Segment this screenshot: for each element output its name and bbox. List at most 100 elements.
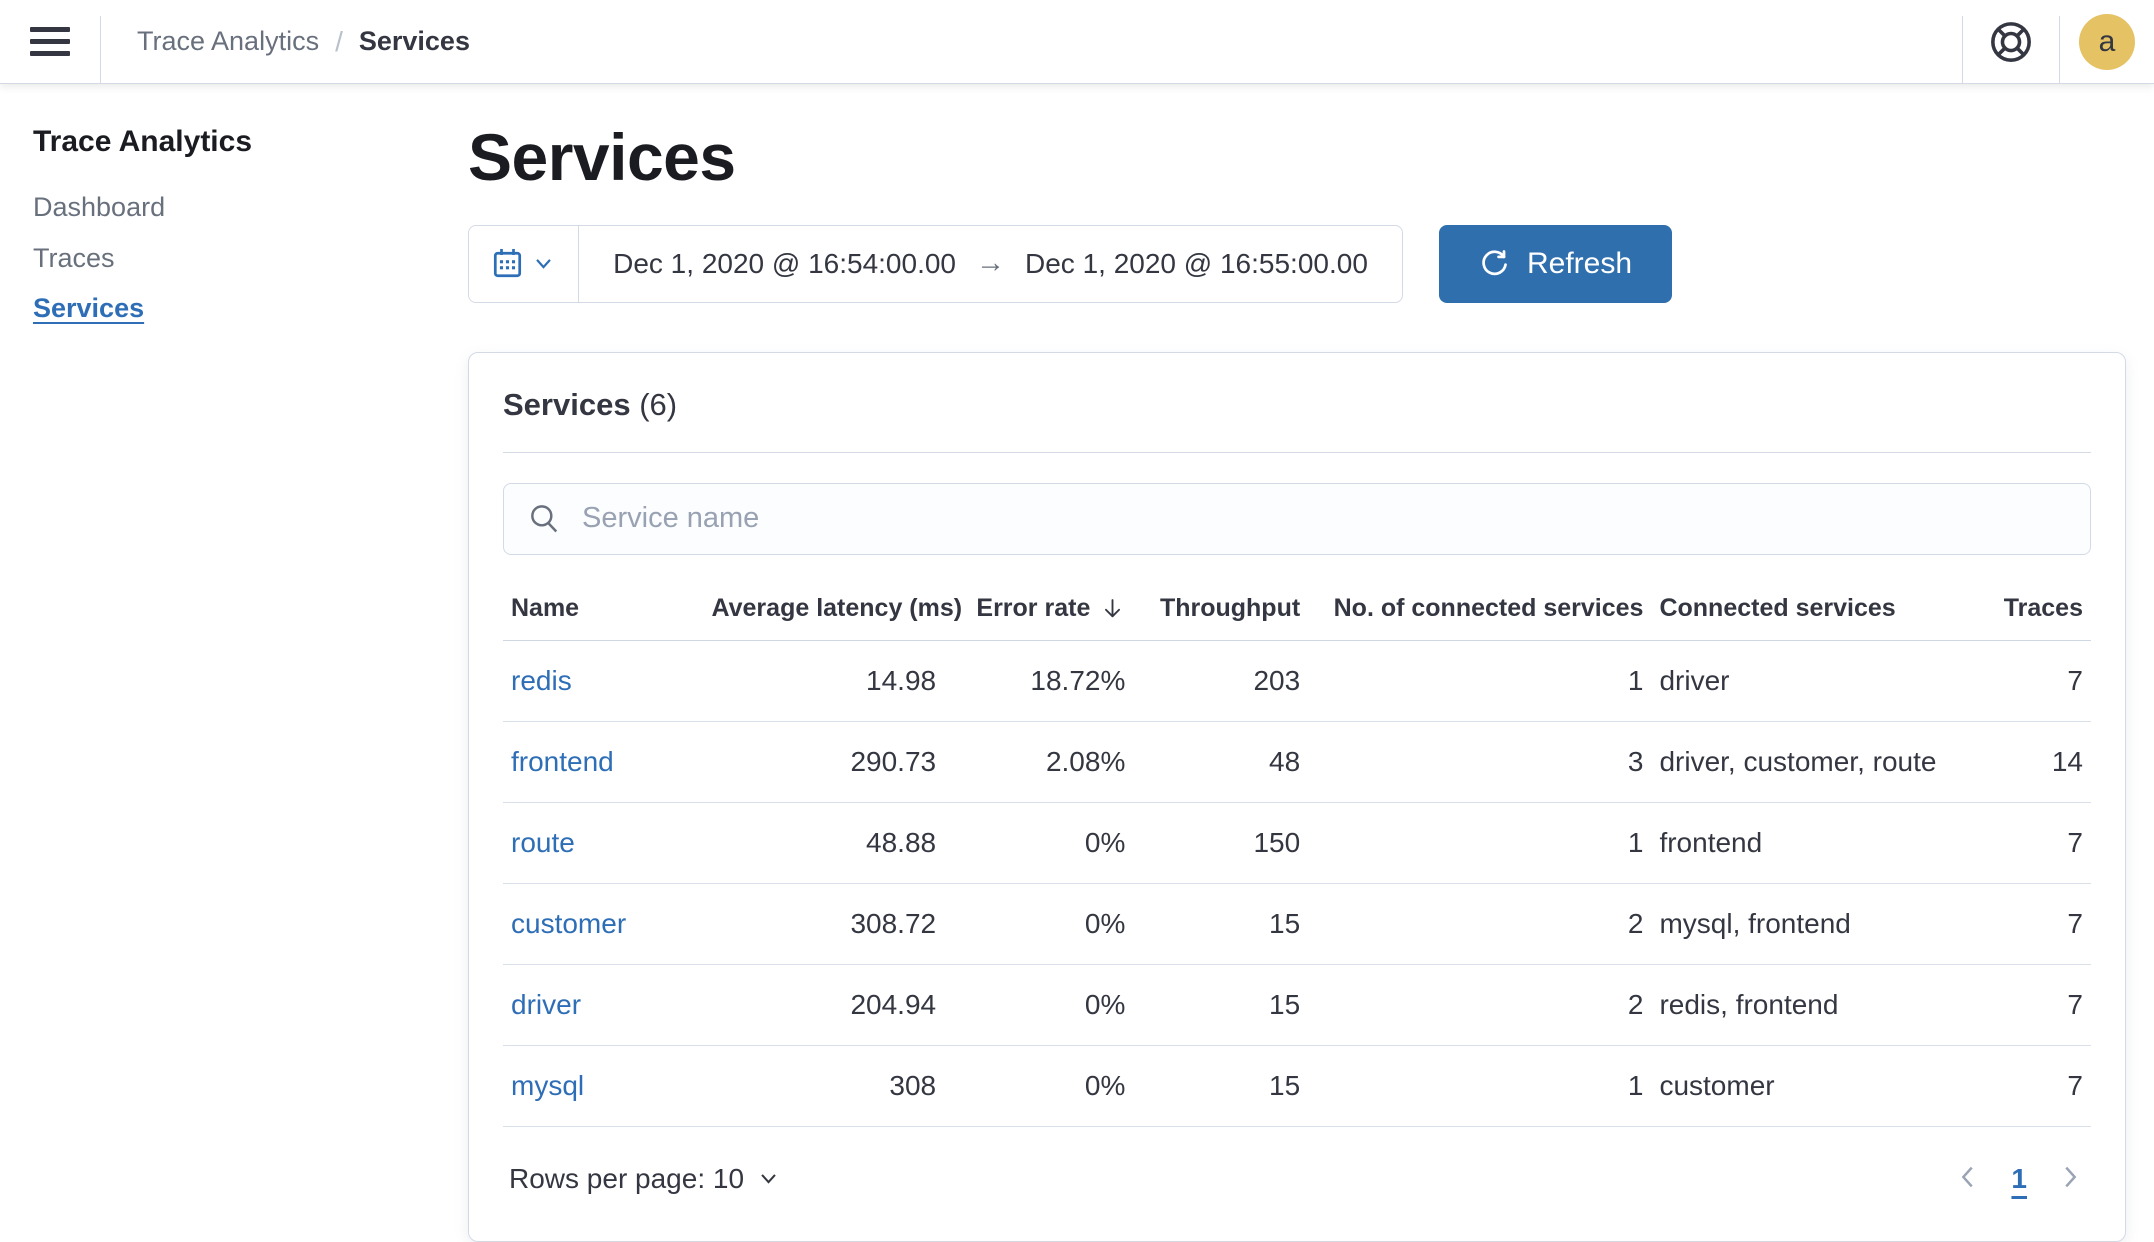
throughput-cell: 150 (1133, 802, 1309, 884)
refresh-label: Refresh (1527, 246, 1633, 280)
connected-services-cell: customer (1651, 1045, 1979, 1127)
traces-cell: 7 (1978, 883, 2091, 965)
connected-services-cell: driver (1651, 640, 1979, 722)
top-navigation-bar: Trace Analytics / Services a (0, 0, 2154, 84)
error-rate-cell: 2.08% (944, 721, 1134, 803)
traces-cell: 14 (1978, 721, 2091, 803)
num-connected-cell: 2 (1308, 964, 1652, 1046)
side-navigation: Trace Analytics Dashboard Traces Service… (0, 84, 468, 1232)
previous-page-button[interactable] (1953, 1162, 1983, 1195)
rows-per-page-button[interactable]: Rows per page: 10 (509, 1163, 780, 1195)
column-header-error-rate[interactable]: Error rate (944, 567, 1134, 641)
services-panel: Services (6) Name Average latency (ms) (468, 351, 2126, 1242)
hamburger-icon (30, 27, 70, 32)
throughput-cell: 15 (1133, 883, 1309, 965)
service-link[interactable]: customer (511, 907, 627, 939)
page-title: Services (468, 120, 736, 194)
chevron-down-icon (536, 259, 551, 270)
error-rate-cell: 0% (944, 964, 1134, 1046)
service-search (503, 482, 2091, 555)
pagination: 1 (1953, 1162, 2085, 1195)
connected-services-cell: redis, frontend (1651, 964, 1979, 1046)
avg-latency-cell: 48.88 (703, 802, 945, 884)
chevron-right-icon (2065, 1167, 2077, 1188)
error-rate-cell: 18.72% (944, 640, 1134, 722)
avg-latency-cell: 308.72 (703, 883, 945, 965)
panel-title: Services (6) (503, 387, 2091, 423)
menu-button[interactable] (0, 0, 100, 83)
service-link[interactable]: mysql (511, 1069, 585, 1101)
service-link[interactable]: route (511, 826, 575, 858)
num-connected-cell: 3 (1308, 721, 1652, 803)
breadcrumb-current-page: Services (358, 26, 470, 56)
panel-divider (503, 451, 2091, 453)
sidebar-item-traces[interactable]: Traces (33, 242, 115, 273)
throughput-cell: 15 (1133, 1045, 1309, 1127)
traces-cell: 7 (1978, 1045, 2091, 1127)
column-header-no-connected[interactable]: No. of connected services (1308, 567, 1652, 641)
avg-latency-cell: 204.94 (703, 964, 945, 1046)
end-date-button[interactable]: Dec 1, 2020 @ 16:55:00.00 (1025, 247, 1368, 279)
num-connected-cell: 1 (1308, 1045, 1652, 1127)
sidebar-item-dashboard[interactable]: Dashboard (33, 192, 166, 222)
table-row: route 48.88 0% 150 1 frontend 7 (503, 802, 2091, 884)
table-footer: Rows per page: 10 1 (503, 1151, 2091, 1207)
page-number-button[interactable]: 1 (2007, 1163, 2031, 1195)
num-connected-cell: 2 (1308, 883, 1652, 965)
table-row: frontend 290.73 2.08% 48 3 driver, custo… (503, 721, 2091, 803)
table-row: mysql 308 0% 15 1 customer 7 (503, 1045, 2091, 1127)
sidenav-title: Trace Analytics (33, 125, 253, 158)
breadcrumb-trace-analytics[interactable]: Trace Analytics (137, 26, 320, 56)
error-rate-cell: 0% (944, 883, 1134, 965)
column-header-connected-services[interactable]: Connected services (1651, 567, 1979, 641)
num-connected-cell: 1 (1308, 640, 1652, 722)
throughput-cell: 15 (1133, 964, 1309, 1046)
services-table: Name Average latency (ms) Error rate (503, 567, 2091, 1127)
range-arrow-icon: → (976, 247, 1005, 280)
traces-cell: 7 (1978, 640, 2091, 722)
header-divider (1962, 16, 1963, 83)
connected-services-cell: frontend (1651, 802, 1979, 884)
table-row: redis 14.98 18.72% 203 1 driver 7 (503, 640, 2091, 722)
connected-services-cell: mysql, frontend (1651, 883, 1979, 965)
avg-latency-cell: 14.98 (703, 640, 945, 722)
sidebar-item-services[interactable]: Services (33, 293, 145, 324)
num-connected-cell: 1 (1308, 802, 1652, 884)
column-header-average-latency[interactable]: Average latency (ms) (703, 567, 962, 641)
chevron-left-icon (1962, 1167, 1974, 1188)
column-header-name[interactable]: Name (503, 567, 704, 641)
service-link[interactable]: driver (511, 988, 582, 1020)
breadcrumb-separator: / (335, 25, 343, 57)
panel-title-text: Services (503, 386, 631, 422)
start-date-button[interactable]: Dec 1, 2020 @ 16:54:00.00 (613, 247, 956, 279)
column-header-traces[interactable]: Traces (1978, 567, 2091, 641)
error-rate-cell: 0% (944, 1045, 1134, 1127)
date-range-picker: Dec 1, 2020 @ 16:54:00.00 → Dec 1, 2020 … (468, 224, 1403, 303)
sort-descending-icon (1105, 599, 1121, 618)
traces-cell: 7 (1978, 964, 2091, 1046)
main-content: Services (468, 84, 2154, 1242)
next-page-button[interactable] (2055, 1162, 2085, 1195)
lifebuoy-icon (1991, 21, 2031, 62)
table-row: customer 308.72 0% 15 2 mysql, frontend … (503, 883, 2091, 965)
search-input[interactable] (580, 501, 2066, 537)
column-header-throughput[interactable]: Throughput (1133, 567, 1309, 641)
throughput-cell: 203 (1133, 640, 1309, 722)
table-row: driver 204.94 0% 15 2 redis, frontend 7 (503, 964, 2091, 1046)
traces-cell: 7 (1978, 802, 2091, 884)
help-button[interactable] (1963, 0, 2059, 83)
rows-per-page-label: Rows per page: 10 (509, 1162, 745, 1194)
service-link[interactable]: redis (511, 664, 572, 696)
user-avatar[interactable]: a (2079, 13, 2135, 70)
panel-count: (6) (639, 386, 678, 422)
avg-latency-cell: 290.73 (703, 721, 945, 803)
quick-select-button[interactable] (469, 225, 579, 302)
calendar-icon (493, 249, 522, 278)
service-link[interactable]: frontend (511, 745, 614, 777)
search-icon (531, 505, 558, 533)
header-divider (2059, 16, 2060, 83)
breadcrumb: Trace Analytics / Services (137, 26, 470, 58)
header-divider (100, 16, 101, 83)
refresh-button[interactable]: Refresh (1439, 224, 1673, 303)
refresh-icon (1482, 250, 1507, 276)
